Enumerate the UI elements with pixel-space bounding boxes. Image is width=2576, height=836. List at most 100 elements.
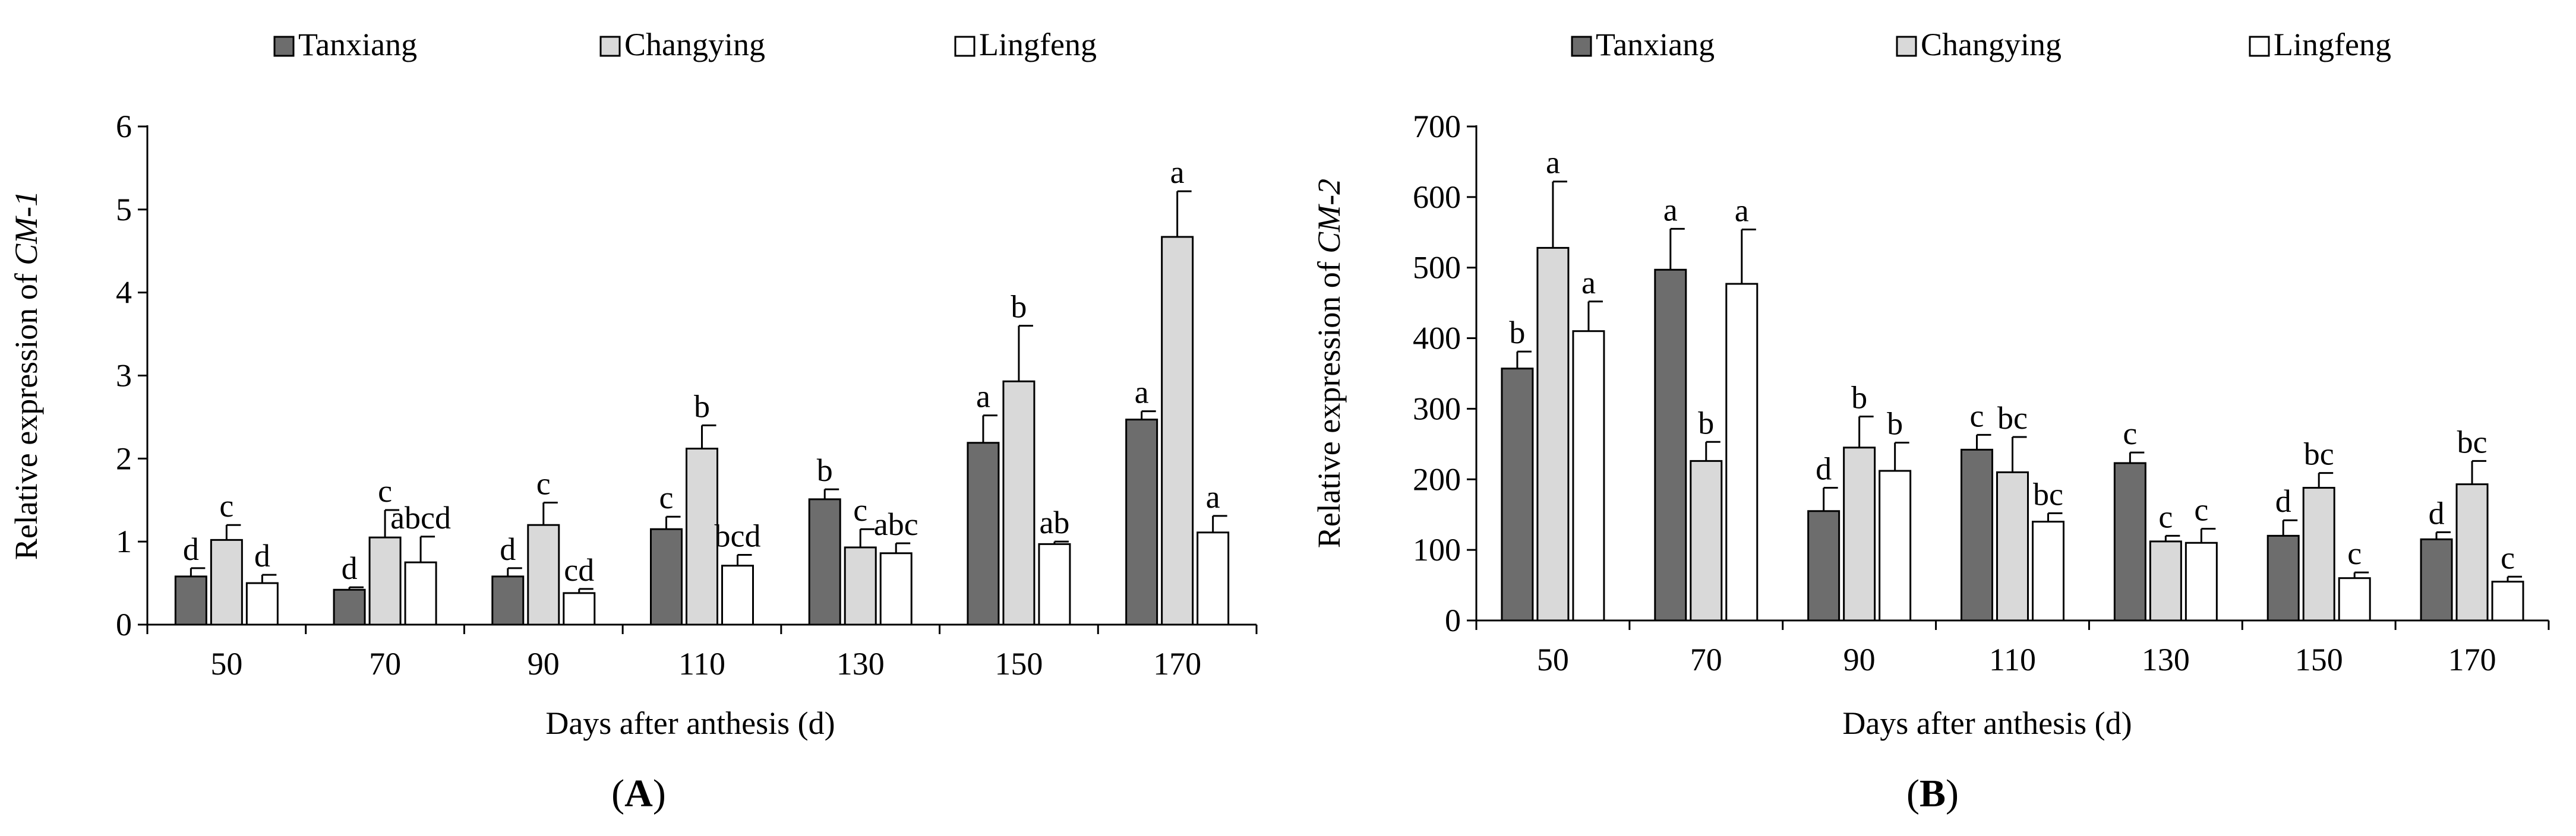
panel-b-significance-letter: c [2501, 540, 2515, 575]
panel-a-significance-letter: cd [564, 552, 594, 588]
panel-a-significance-letter: a [976, 379, 990, 414]
panel-b-significance-letter: a [1735, 193, 1749, 229]
panel-b-legend-swatch-lingfeng [2249, 36, 2270, 57]
panel-b-significance-letter: b [1509, 315, 1525, 350]
panel-a-legend-swatch-tanxiang [273, 36, 295, 57]
panel-b-y-tick-label: 700 [1413, 109, 1461, 144]
panel-b-y-tick-label: 300 [1413, 391, 1461, 426]
panel-a-bar-tanxiang-110 [650, 528, 683, 626]
panel-a-chart: Tanxiang Changying Lingfeng 0 1 2 3 4 5 6 50 70 90 1… [8, 27, 1258, 815]
panel-b-legend-swatch-changying [1896, 36, 1917, 57]
panel-a-y-axis-label: Relative expression of CM-1 [8, 191, 44, 560]
panel-a-significance-letter: c [219, 488, 233, 524]
panel-a-bar-changying-170 [1161, 236, 1194, 626]
panel-b-bar-changying-50 [1536, 246, 1570, 622]
panel-b-x-tick-label: 90 [1843, 642, 1876, 677]
panel-b-bar-tanxiang-170 [2420, 538, 2453, 622]
panel-b-legend-label-lingfeng: Lingfeng [2274, 27, 2391, 62]
panel-b-x-tick-label: 130 [2142, 642, 2190, 677]
panel-b-significance-letter: d [1816, 451, 1832, 487]
panel-a-bar-lingfeng-70 [404, 561, 437, 626]
panel-b-bar-changying-150 [2302, 487, 2335, 622]
panel-b-chart: Tanxiang Changying Lingfeng 0 100 200 300 400 5… [1311, 27, 2550, 815]
panel-a-x-tick-label: 90 [528, 646, 560, 682]
panel-b-y-tick-label: 500 [1413, 250, 1461, 286]
panel-a-significance-letter: c [536, 466, 551, 501]
panel-a-bar-changying-110 [686, 448, 718, 626]
panel-a-legend-label-tanxiang: Tanxiang [298, 27, 417, 62]
panel-b-significance-letter: b [1887, 406, 1903, 441]
panel-a-x-axis-label: Days after anthesis (d) [545, 705, 835, 741]
panel-a-significance-letter: d [183, 531, 199, 567]
panel-a-legend-label-changying: Changying [624, 27, 765, 62]
panel-a-significance-letter: a [1135, 375, 1149, 410]
panel-b-x-axis-label: Days after anthesis (d) [1842, 705, 2132, 741]
panel-a-bar-tanxiang-150 [967, 442, 1000, 626]
panel-a-x-tick-label: 150 [995, 646, 1043, 682]
panel-a-significance-letter: d [254, 538, 270, 574]
panel-b-bar-lingfeng-110 [2032, 521, 2064, 622]
panel-b-bar-lingfeng-70 [1725, 283, 1759, 622]
panel-b-significance-letter: bc [2304, 436, 2334, 472]
panel-b-bar-lingfeng-50 [1572, 330, 1605, 622]
panel-b-significance-letter: d [2429, 495, 2445, 531]
panel-b-significance-letter: c [2158, 499, 2173, 534]
panel-a-significance-letter: b [817, 452, 833, 488]
panel-b-bar-tanxiang-70 [1654, 268, 1687, 622]
panel-a-y-tick-label: 6 [116, 109, 132, 144]
panel-a-significance-letter: d [500, 531, 516, 567]
panel-b-y-tick-label: 200 [1413, 461, 1461, 497]
panel-a-significance-letter: a [1206, 479, 1220, 515]
panel-b-bar-changying-90 [1843, 446, 1876, 622]
panel-b-x-tick-label: 170 [2448, 642, 2496, 677]
panel-a-x-tick-label: 170 [1153, 646, 1201, 682]
panel-b-significance-letter: a [1581, 265, 1596, 300]
panel-a-y-tick-label: 3 [116, 358, 132, 394]
panel-a-significance-letter: c [378, 473, 392, 509]
panel-a-y-tick-label: 0 [116, 607, 132, 642]
panel-b-significance-letter: c [2123, 416, 2137, 451]
panel-a-bar-tanxiang-70 [333, 588, 366, 626]
panel-a-bar-lingfeng-130 [879, 552, 913, 626]
panel-a-significance-letter: a [1170, 154, 1185, 190]
panel-a-y-tick-label: 1 [116, 524, 132, 559]
panel-b-bar-changying-130 [2149, 540, 2182, 622]
panel-a-bar-tanxiang-90 [491, 575, 525, 626]
panel-a-x-tick-label: 130 [836, 646, 885, 682]
panel-b-legend: Tanxiang Changying Lingfeng [1571, 27, 2391, 62]
panel-b-bar-tanxiang-50 [1501, 368, 1534, 622]
panel-b-x-tick-label: 50 [1537, 642, 1569, 677]
panel-a-axes: 0 1 2 3 4 5 6 50 70 90 110 130 150 170 [116, 109, 1258, 682]
panel-a-y-tick-label: 2 [116, 441, 132, 476]
panel-b-x-tick-label: 110 [1989, 642, 2036, 677]
panel-a-bar-changying-90 [527, 524, 560, 626]
panel-b-significance-letter: c [1970, 398, 1984, 433]
panel-b-bar-tanxiang-150 [2266, 534, 2300, 622]
panel-a-significance-letter: b [694, 388, 710, 424]
panel-a-bar-changying-150 [1002, 380, 1036, 626]
panel-b-bar-changying-170 [2455, 483, 2489, 622]
panel-a-bar-changying-130 [844, 546, 877, 626]
panel-a-bar-tanxiang-50 [174, 575, 207, 626]
panel-b-significance-letter: c [2194, 492, 2208, 527]
panel-a-significance-letter: ab [1039, 505, 1069, 540]
panel-b-legend-swatch-tanxiang [1571, 36, 1592, 57]
panel-b-y-tick-label: 600 [1413, 179, 1461, 215]
panel-a-significance-letter: abcd [390, 500, 451, 536]
panel-a-bar-lingfeng-90 [563, 592, 596, 626]
panel-b-significance-letter: bc [2457, 424, 2487, 460]
panel-b-legend-label-changying: Changying [1921, 27, 2062, 62]
panel-b-significance-letter: a [1546, 145, 1560, 180]
panel-b-bar-changying-70 [1690, 460, 1723, 622]
panel-a-legend-label-lingfeng: Lingfeng [979, 27, 1097, 62]
panel-a-bar-changying-50 [210, 539, 243, 626]
panel-a-bar-lingfeng-50 [245, 582, 279, 626]
panel-a-x-tick-label: 110 [678, 646, 725, 682]
panel-b-y-tick-label: 100 [1413, 532, 1461, 568]
panel-a-y-tick-label: 5 [116, 192, 132, 227]
panel-b-significance-letter: a [1663, 192, 1678, 227]
panel-a-significance-letter: bcd [715, 518, 761, 554]
panel-a-x-tick-label: 70 [369, 646, 401, 682]
